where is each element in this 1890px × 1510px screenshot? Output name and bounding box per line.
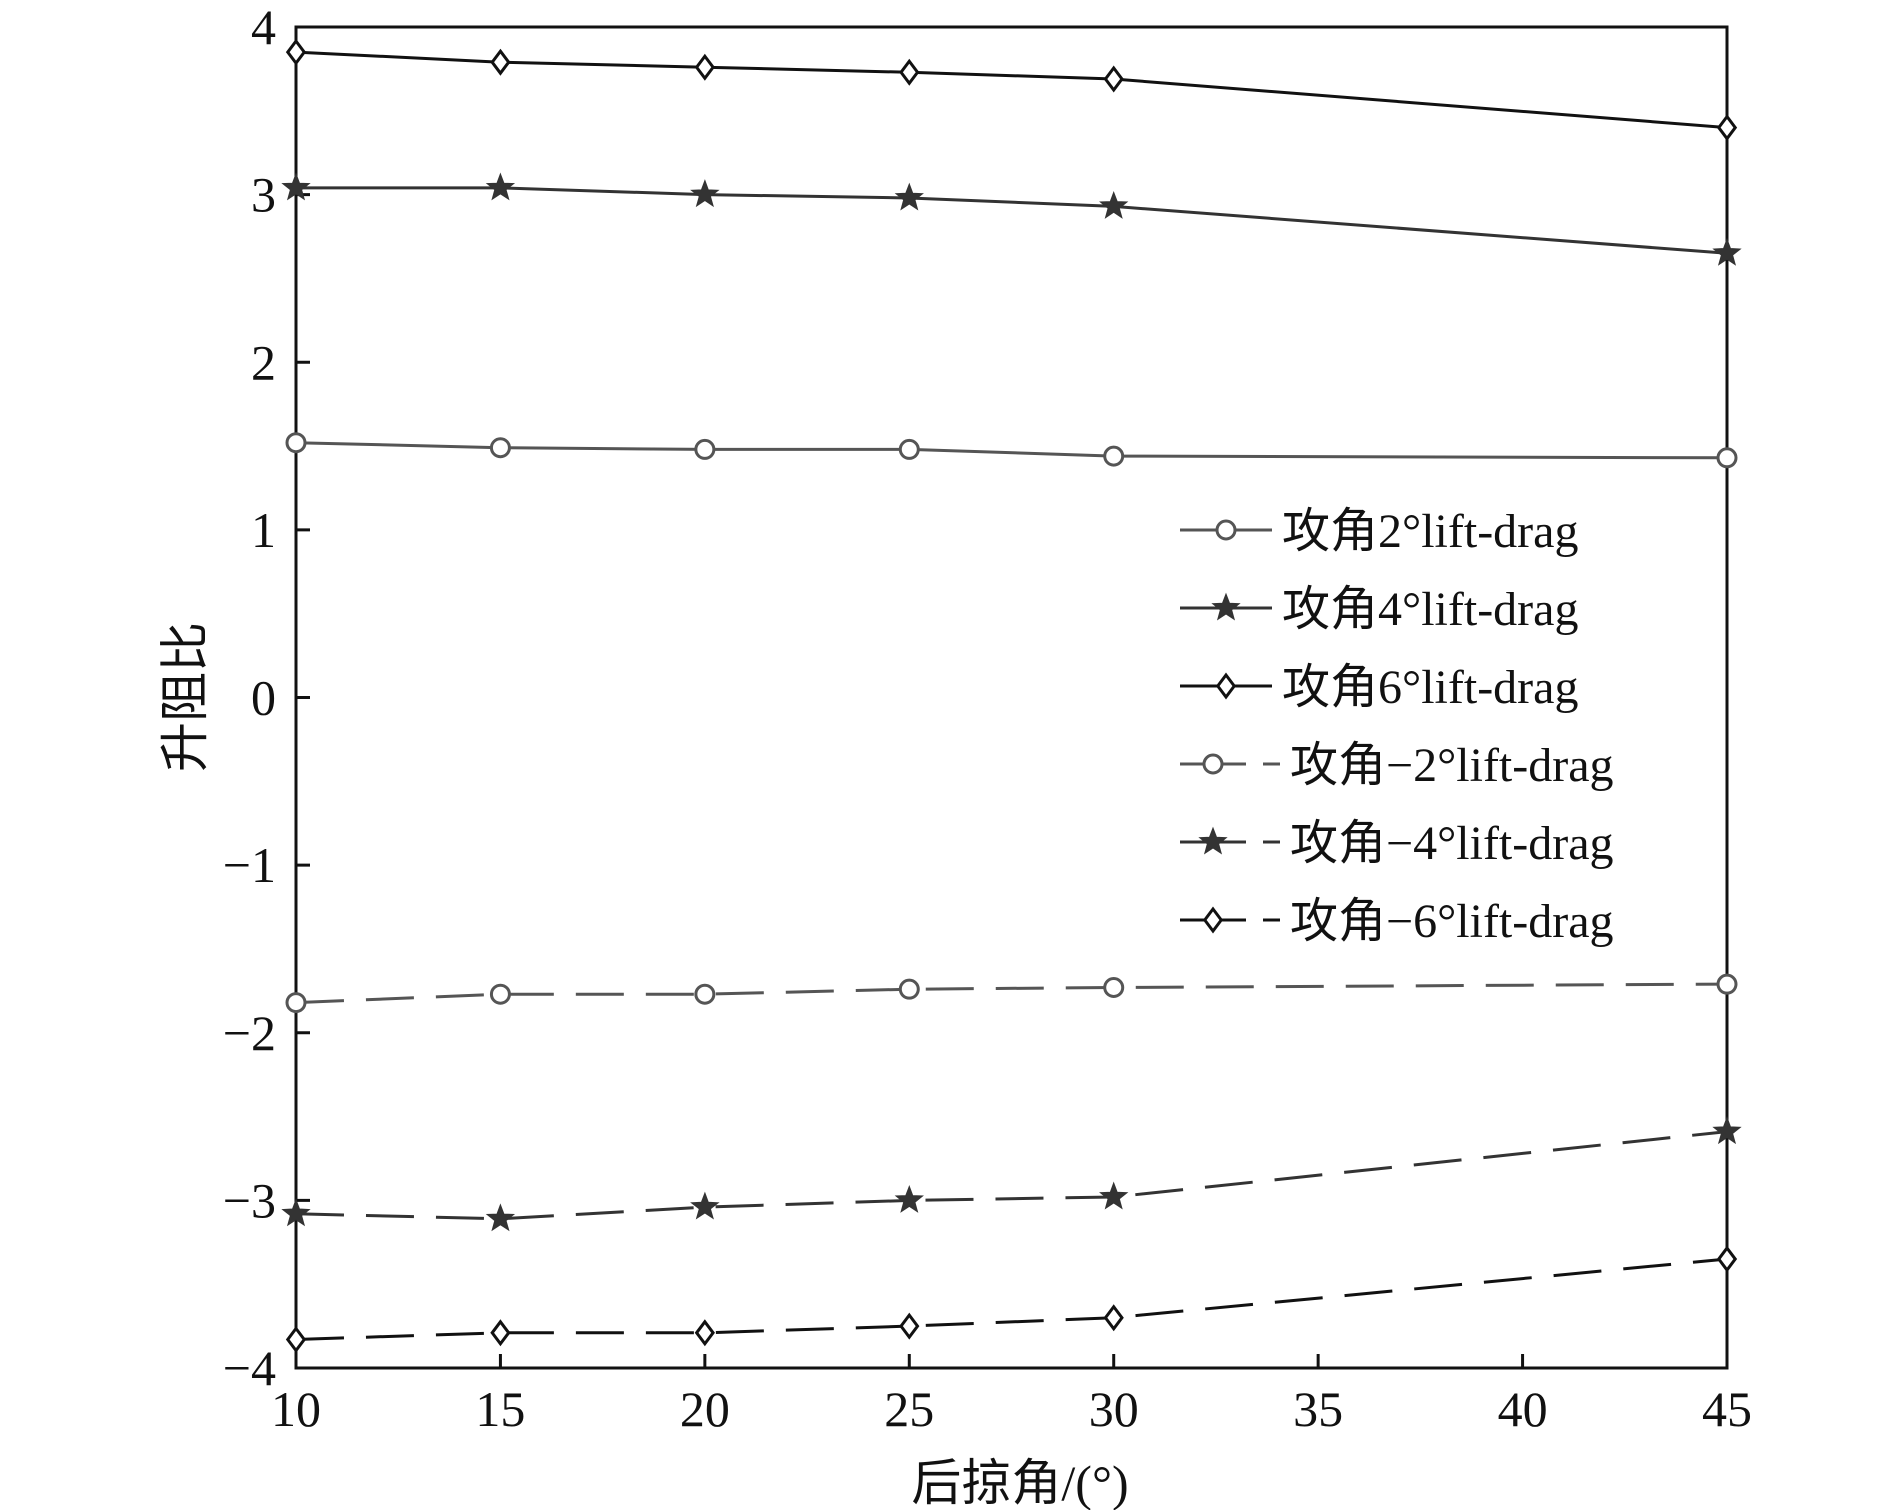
series	[281, 1116, 1742, 1232]
y-tick-label: 1	[251, 502, 276, 558]
legend-item: 攻角4°lift-drag	[1180, 583, 1578, 636]
series-line	[295, 1130, 1728, 1221]
legend-item: 攻角−6°lift-drag	[1180, 895, 1614, 948]
series	[285, 38, 1738, 142]
legend-item: 攻角6°lift-drag	[1180, 661, 1578, 714]
star-marker	[894, 1184, 924, 1213]
x-tick-label: 40	[1498, 1381, 1548, 1437]
legend-label: 攻角2°lift-drag	[1282, 505, 1578, 558]
circle-marker	[1103, 445, 1125, 467]
y-tick-label: 3	[251, 167, 276, 223]
y-tick-label: 4	[251, 0, 276, 55]
series-layer	[281, 38, 1742, 1353]
x-tick-label: 30	[1089, 1381, 1139, 1437]
x-tick-label: 35	[1293, 1381, 1343, 1437]
y-tick-label: −3	[223, 1172, 276, 1228]
legend: 攻角2°lift-drag 攻角4°lift-drag 攻角6°lift-drag 攻…	[1180, 505, 1614, 948]
circle-marker	[1716, 973, 1738, 995]
series	[285, 432, 1738, 469]
series-line	[295, 1257, 1728, 1341]
circle-marker	[1202, 753, 1224, 775]
series-line	[296, 186, 1728, 255]
star-marker	[1198, 826, 1228, 855]
x-axis-label: 后掠角/(°)	[911, 1455, 1128, 1510]
diamond-marker	[285, 38, 307, 66]
star-marker	[894, 182, 924, 211]
star-marker	[690, 179, 720, 208]
star-marker	[485, 1203, 516, 1232]
series-line	[295, 982, 1728, 1005]
x-tick-label: 45	[1702, 1381, 1752, 1437]
series-line	[295, 50, 1728, 130]
circle-marker	[285, 992, 307, 1014]
diamond-marker	[1202, 906, 1224, 934]
circle-marker	[898, 438, 920, 460]
y-tick-label: −1	[223, 837, 276, 893]
star-marker	[281, 1198, 311, 1227]
circle-marker	[489, 437, 511, 459]
y-tick-label: −2	[223, 1005, 276, 1061]
y-axis-label: 升阻比	[157, 622, 213, 772]
series-line	[295, 441, 1728, 460]
circle-marker	[1103, 976, 1125, 998]
legend-item: 攻角−2°lift-drag	[1180, 739, 1614, 792]
y-tick-label: 2	[251, 334, 276, 390]
diamond-marker	[1716, 1245, 1738, 1273]
y-tick-label: −4	[223, 1340, 276, 1396]
y-tick-label: 0	[251, 670, 276, 726]
x-tick-label: 20	[680, 1381, 730, 1437]
star-marker	[690, 1191, 720, 1220]
star-marker	[485, 172, 516, 201]
legend-label: 攻角6°lift-drag	[1282, 661, 1578, 714]
series	[281, 172, 1742, 266]
diamond-marker	[1716, 114, 1738, 142]
diamond-marker	[1215, 672, 1237, 700]
diamond-marker	[490, 1319, 511, 1347]
circle-marker	[1716, 447, 1738, 469]
x-tick-label: 15	[475, 1381, 525, 1437]
circle-marker	[489, 983, 511, 1005]
diamond-marker	[285, 1326, 307, 1353]
star-marker	[281, 172, 311, 201]
diamond-marker	[694, 1319, 715, 1347]
x-tick-label: 10	[271, 1381, 321, 1437]
series	[285, 973, 1738, 1014]
series	[285, 1245, 1738, 1353]
star-marker	[1712, 237, 1742, 266]
star-marker	[1099, 1181, 1129, 1210]
diamond-marker	[1103, 65, 1124, 93]
diamond-marker	[899, 1312, 920, 1340]
circle-marker	[1215, 519, 1237, 541]
diamond-marker	[899, 58, 920, 86]
diamond-marker	[1103, 1304, 1124, 1332]
legend-label: 攻角−4°lift-drag	[1290, 817, 1614, 870]
circle-marker	[285, 432, 307, 454]
legend-item: 攻角2°lift-drag	[1180, 505, 1578, 558]
diamond-marker	[490, 48, 511, 76]
star-marker	[1211, 592, 1241, 621]
legend-item: 攻角−4°lift-drag	[1180, 817, 1614, 870]
circle-marker	[694, 983, 716, 1005]
legend-label: 攻角4°lift-drag	[1282, 583, 1578, 636]
legend-label: 攻角−2°lift-drag	[1290, 739, 1614, 792]
legend-label: 攻角−6°lift-drag	[1290, 895, 1614, 948]
star-marker	[1099, 190, 1129, 219]
circle-marker	[898, 978, 920, 1000]
diamond-marker	[694, 53, 715, 81]
x-tick-label: 25	[884, 1381, 934, 1437]
star-marker	[1712, 1116, 1742, 1145]
circle-marker	[694, 438, 716, 460]
